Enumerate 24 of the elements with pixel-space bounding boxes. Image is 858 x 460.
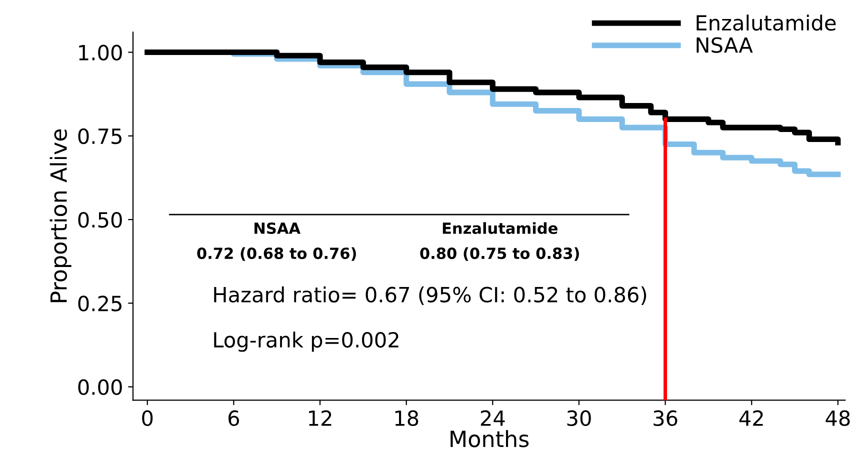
annotation: Log-rank p=0.002 xyxy=(214,332,398,352)
legend-label: Enzalutamide xyxy=(696,14,836,31)
x-tick-label: 30 xyxy=(567,410,591,426)
annotation: 0.72 (0.68 to 0.76) xyxy=(197,247,356,261)
y-tick-label: 0.00 xyxy=(78,379,122,396)
y-tick-label: 0.50 xyxy=(78,212,122,228)
legend-label: NSAA xyxy=(696,37,753,53)
y-tick-label: 0.25 xyxy=(78,296,122,312)
x-tick-label: 0 xyxy=(142,410,153,426)
x-tick-label: 42 xyxy=(739,410,763,426)
annotation: 0.80 (0.75 to 0.83) xyxy=(420,247,579,261)
x-tick-label: 24 xyxy=(480,410,505,426)
annotation: Enzalutamide xyxy=(442,222,558,234)
y-tick-label: 0.75 xyxy=(78,128,122,144)
x-tick-label: 18 xyxy=(395,410,418,426)
x-tick-label: 48 xyxy=(826,410,850,426)
x-tick-label: 12 xyxy=(309,410,332,426)
y-axis-title: Proportion Alive xyxy=(50,129,72,302)
annotation: NSAA xyxy=(254,222,300,234)
x-tick-label: 36 xyxy=(654,410,678,426)
x-axis-title: Months xyxy=(450,430,529,448)
y-tick-label: 1.00 xyxy=(79,44,122,60)
x-tick-label: 6 xyxy=(228,410,240,426)
annotation: Hazard ratio= 0.67 (95% CI: 0.52 to 0.86) xyxy=(214,286,646,305)
